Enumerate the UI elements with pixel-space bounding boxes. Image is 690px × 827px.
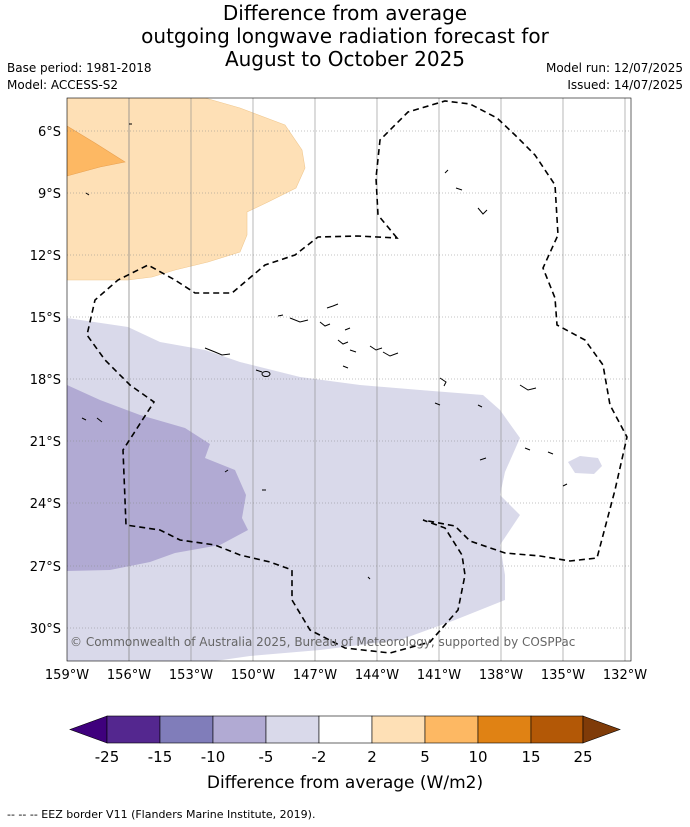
colorbar-tick: -15 <box>148 748 173 766</box>
lon-label: 135°W <box>541 668 585 683</box>
latitude-labels: 6°S 9°S 12°S 15°S 18°S 21°S 24°S 27°S 30… <box>30 125 61 637</box>
colorbar-tick: 25 <box>573 748 592 766</box>
lat-label: 6°S <box>38 125 61 140</box>
negative-anomaly-region <box>67 318 520 661</box>
colorbar-label: Difference from average (W/m2) <box>207 773 483 793</box>
strong-negative-anomaly-region <box>67 385 248 571</box>
lon-label: 150°W <box>231 668 275 683</box>
lon-label: 132°W <box>603 668 647 683</box>
colorbar-segment <box>477 715 532 744</box>
map-title: Difference from average outgoing longwav… <box>0 2 690 71</box>
colorbar-segment <box>265 715 320 744</box>
colorbar: -25 -15 -10 -5 -2 2 5 10 15 25 Differenc… <box>69 715 621 793</box>
lat-label: 24°S <box>30 497 61 512</box>
lat-label: 18°S <box>30 373 61 388</box>
colorbar-tick: 15 <box>521 748 540 766</box>
colorbar-tick: -25 <box>95 748 120 766</box>
title-line-2: outgoing longwave radiation forecast for <box>141 24 549 48</box>
eez-border <box>86 100 628 654</box>
lat-label: 27°S <box>30 560 61 575</box>
lon-label: 141°W <box>417 668 461 683</box>
islands <box>81 123 568 580</box>
colorbar-tick: -2 <box>312 748 327 766</box>
positive-anomaly-region <box>67 98 306 281</box>
lon-label: 153°W <box>169 668 213 683</box>
colorbar-segments <box>106 715 584 744</box>
lat-label: 15°S <box>30 311 61 326</box>
colorbar-segment <box>371 715 426 744</box>
colorbar-tick: 2 <box>367 748 377 766</box>
colorbar-segment <box>530 715 584 744</box>
colorbar-segment <box>106 715 161 744</box>
colorbar-segment <box>424 715 479 744</box>
issued-date: Issued: 14/07/2025 <box>567 78 683 92</box>
colorbar-tick: 5 <box>420 748 430 766</box>
lat-label: 21°S <box>30 435 61 450</box>
gridlines <box>67 98 631 661</box>
colorbar-tick: 10 <box>468 748 487 766</box>
title-line-1: Difference from average <box>222 1 468 25</box>
strong-positive-anomaly-region <box>67 125 126 177</box>
lat-label: 9°S <box>38 187 61 202</box>
copyright-notice: © Commonwealth of Australia 2025, Bureau… <box>70 635 575 649</box>
longitude-labels: 159°W 156°W 153°W 150°W 147°W 144°W 141°… <box>45 668 647 683</box>
lon-label: 159°W <box>45 668 89 683</box>
lon-label: 138°W <box>479 668 523 683</box>
map-area: © Commonwealth of Australia 2025, Bureau… <box>67 98 631 661</box>
lon-label: 156°W <box>107 668 151 683</box>
colorbar-max-extension <box>582 715 621 744</box>
lon-label: 144°W <box>355 668 399 683</box>
colorbar-tick: -10 <box>201 748 226 766</box>
model-run: Model run: 12/07/2025 <box>545 61 683 75</box>
colorbar-segment <box>212 715 267 744</box>
model-name: Model: ACCESS-S2 <box>7 78 119 92</box>
colorbar-segment <box>159 715 214 744</box>
lat-label: 30°S <box>30 622 61 637</box>
meta-right: Model run: 12/07/2025 Issued: 14/07/2025 <box>546 60 683 94</box>
colorbar-tick: -5 <box>259 748 274 766</box>
lat-label: 12°S <box>30 249 61 264</box>
colorbar-min-extension <box>69 715 108 744</box>
eez-footnote: -- -- -- EEZ border V11 (Flanders Marine… <box>7 808 316 821</box>
base-period: Base period: 1981-2018 <box>7 61 152 75</box>
map-frame <box>66 97 632 662</box>
colorbar-ticks: -25 -15 -10 -5 -2 2 5 10 15 25 <box>95 748 593 766</box>
lon-label: 147°W <box>293 668 337 683</box>
negative-anomaly-patch <box>568 456 602 474</box>
meta-left: Base period: 1981-2018 Model: ACCESS-S2 <box>7 60 152 94</box>
title-line-3: August to October 2025 <box>224 47 466 71</box>
colorbar-segment <box>318 715 373 744</box>
